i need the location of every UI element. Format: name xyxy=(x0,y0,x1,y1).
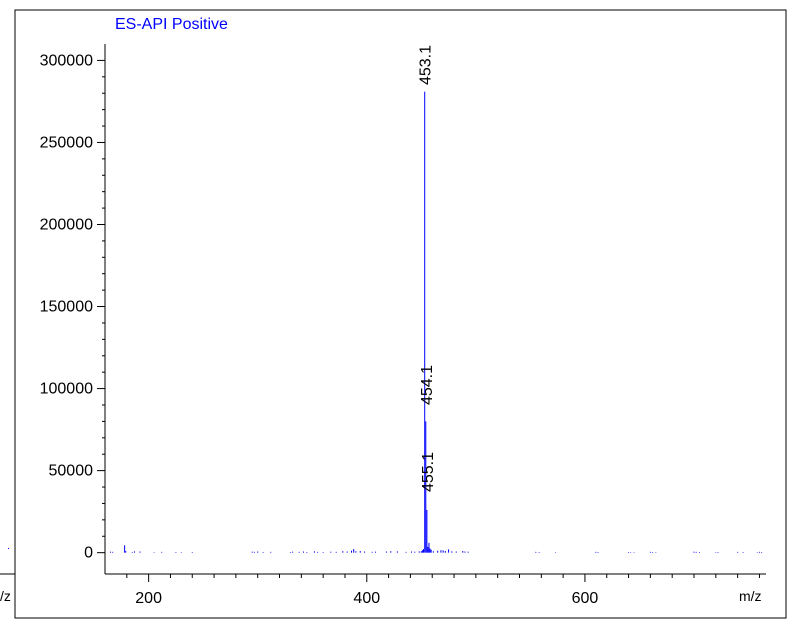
x-axis-label: m/z xyxy=(739,588,762,604)
y-tick-label: 100000 xyxy=(40,381,93,398)
y-tick-label: 200000 xyxy=(40,216,93,233)
x-tick-label: 600 xyxy=(572,590,599,607)
peak-label: 453.1 xyxy=(418,45,435,85)
peak-labels: 453.1 454.1 455.1 xyxy=(418,45,437,492)
chart-title: ES-API Positive xyxy=(115,16,228,33)
x-ticks: 200 400 600 xyxy=(126,574,760,607)
y-minor-ticks xyxy=(102,76,105,537)
y-tick-label: 50000 xyxy=(49,463,94,480)
x-tick-label: 400 xyxy=(353,590,380,607)
peak-label: 455.1 xyxy=(420,452,437,492)
plot-frame xyxy=(14,9,787,619)
y-major-ticks: 0 50000 100000 150000 200000 250000 300000 xyxy=(40,52,105,562)
left-panel-dot xyxy=(8,548,9,549)
y-tick-label: 150000 xyxy=(40,299,93,316)
y-tick-label: 250000 xyxy=(40,134,93,151)
spectrum-peaks xyxy=(109,91,763,553)
y-tick-label: 300000 xyxy=(40,52,93,69)
x-tick-label: 200 xyxy=(135,590,162,607)
y-tick-label: 0 xyxy=(84,545,93,562)
peak-label: 454.1 xyxy=(419,365,436,405)
left-panel-xlabel: /z xyxy=(0,588,11,604)
